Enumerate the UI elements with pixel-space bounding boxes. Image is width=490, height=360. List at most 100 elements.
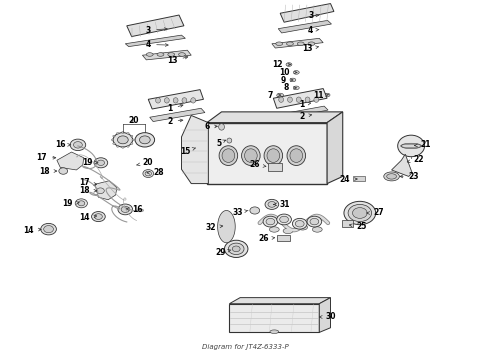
Ellipse shape [387,174,396,179]
Ellipse shape [348,204,371,222]
Text: 33: 33 [232,208,248,217]
Text: 32: 32 [205,223,223,232]
Text: 25: 25 [349,222,367,231]
Ellipse shape [279,97,284,102]
Polygon shape [150,108,205,122]
Ellipse shape [168,53,174,56]
Ellipse shape [118,136,128,144]
Ellipse shape [74,141,82,148]
Polygon shape [278,21,331,33]
Ellipse shape [227,138,232,143]
Ellipse shape [296,97,301,102]
Ellipse shape [270,227,279,232]
Ellipse shape [277,93,284,98]
Ellipse shape [242,146,260,166]
Ellipse shape [250,207,260,214]
Ellipse shape [222,149,235,162]
Polygon shape [229,304,319,332]
Ellipse shape [157,53,164,56]
Text: 3: 3 [146,26,167,35]
Ellipse shape [270,330,279,333]
Text: 13: 13 [167,56,188,66]
Ellipse shape [264,146,283,166]
Ellipse shape [130,135,133,137]
Ellipse shape [173,98,178,103]
Text: 10: 10 [279,68,297,77]
Polygon shape [181,116,208,184]
Polygon shape [277,234,290,241]
Ellipse shape [41,224,56,235]
Polygon shape [327,112,343,184]
Ellipse shape [297,42,304,45]
Ellipse shape [228,243,244,255]
Ellipse shape [263,216,278,227]
Ellipse shape [313,227,322,232]
Ellipse shape [127,145,129,147]
Ellipse shape [287,42,294,45]
Ellipse shape [156,98,160,103]
Ellipse shape [287,146,306,166]
Text: 20: 20 [129,116,139,125]
Text: 15: 15 [180,147,196,156]
Text: 11: 11 [313,91,329,100]
Text: 14: 14 [79,213,97,222]
Ellipse shape [143,170,154,177]
Text: 24: 24 [340,175,357,184]
Ellipse shape [314,97,319,102]
Ellipse shape [132,139,134,141]
Ellipse shape [224,240,248,257]
Ellipse shape [219,146,238,166]
Polygon shape [319,298,331,332]
Ellipse shape [164,98,169,103]
Ellipse shape [286,63,292,66]
Ellipse shape [178,53,185,56]
Text: 2: 2 [299,112,312,121]
Ellipse shape [135,133,155,147]
Ellipse shape [219,124,224,130]
Ellipse shape [75,199,87,208]
Text: 12: 12 [272,60,291,69]
Ellipse shape [398,135,424,157]
Ellipse shape [59,168,68,174]
Ellipse shape [95,214,102,220]
Text: 16: 16 [126,205,143,214]
Ellipse shape [352,208,367,219]
Ellipse shape [324,93,330,97]
Text: 7: 7 [268,91,281,100]
Ellipse shape [276,42,283,45]
Ellipse shape [140,136,150,144]
Text: 22: 22 [407,155,424,164]
Text: 8: 8 [284,83,296,92]
Ellipse shape [44,226,53,233]
Ellipse shape [78,201,85,206]
Polygon shape [125,35,185,46]
Ellipse shape [277,214,292,225]
Ellipse shape [290,149,303,162]
Polygon shape [207,123,327,184]
Ellipse shape [117,132,119,134]
Text: Diagram for JT4Z-6333-P: Diagram for JT4Z-6333-P [201,345,289,350]
Ellipse shape [97,160,104,166]
Ellipse shape [267,149,280,162]
Text: 3: 3 [308,11,319,20]
Text: 21: 21 [415,140,430,149]
Ellipse shape [113,135,115,137]
Text: 30: 30 [319,312,336,321]
Ellipse shape [280,216,289,223]
Polygon shape [269,163,282,171]
Ellipse shape [111,139,114,141]
Ellipse shape [344,201,376,225]
Text: 26: 26 [249,161,266,170]
Ellipse shape [127,132,129,134]
Polygon shape [218,211,235,243]
Ellipse shape [113,143,115,144]
Text: 1: 1 [168,104,183,113]
Polygon shape [273,89,327,108]
Ellipse shape [307,216,322,227]
Text: 29: 29 [215,248,231,257]
Ellipse shape [70,139,86,150]
Polygon shape [95,181,117,200]
Ellipse shape [401,143,421,149]
Text: 28: 28 [147,168,164,177]
Text: 17: 17 [79,178,97,187]
